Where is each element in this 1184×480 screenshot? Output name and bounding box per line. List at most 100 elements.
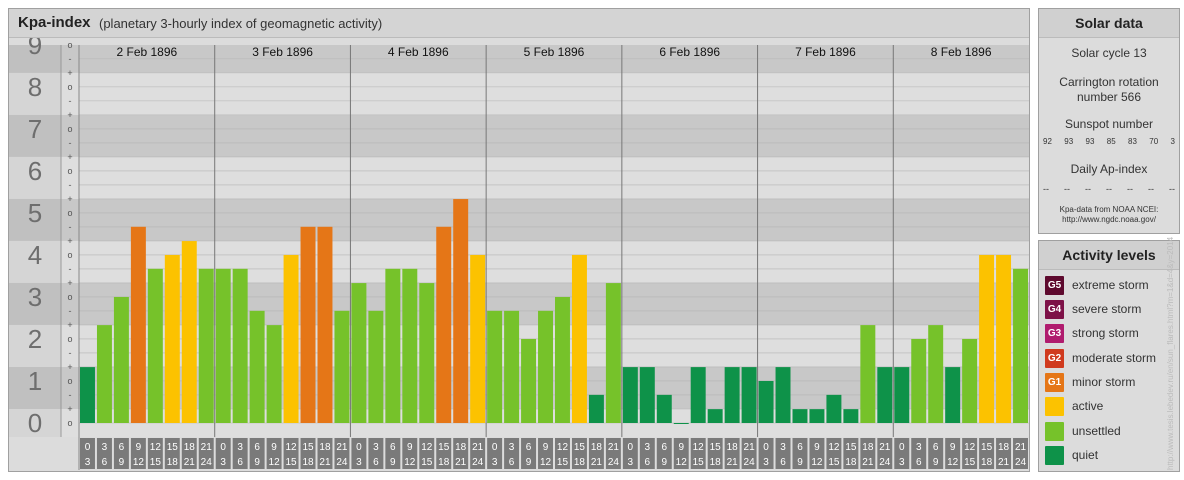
y-minor-tick: + xyxy=(67,362,72,372)
kp-bar xyxy=(622,367,638,423)
interval-start-label: 0 xyxy=(763,442,769,453)
y-minor-tick: - xyxy=(69,306,72,316)
activity-levels-title: Activity levels xyxy=(1039,241,1179,270)
kp-bar xyxy=(588,394,604,423)
legend-item-g3: G3 strong storm xyxy=(1045,323,1139,343)
interval-label-box xyxy=(538,438,553,469)
y-tick-label: 0 xyxy=(28,408,42,438)
sunspot-number-title: Sunspot number xyxy=(1064,117,1154,131)
interval-end-label: 21 xyxy=(727,457,739,468)
kp-bar xyxy=(266,325,282,423)
interval-end-label: 9 xyxy=(119,457,125,468)
interval-start-label: 15 xyxy=(710,442,722,453)
interval-end-label: 12 xyxy=(133,457,145,468)
interval-start-label: 9 xyxy=(407,442,413,453)
interval-start-label: 18 xyxy=(727,442,739,453)
carrington-rotation-label: Carrington rotation xyxy=(1059,75,1159,89)
interval-end-label: 12 xyxy=(676,457,688,468)
kp-bar xyxy=(215,268,231,423)
interval-start-label: 6 xyxy=(119,442,125,453)
y-minor-tick: + xyxy=(67,110,72,120)
kp-bar xyxy=(453,199,469,423)
y-minor-tick: - xyxy=(69,348,72,358)
interval-label-box xyxy=(894,438,910,469)
interval-label-box xyxy=(80,438,95,469)
kp-bar xyxy=(809,409,825,423)
interval-end-label: 6 xyxy=(102,457,108,468)
y-minor-tick: o xyxy=(67,40,72,50)
kp-bar xyxy=(385,268,401,423)
kp-bar xyxy=(894,367,910,423)
kp-bar xyxy=(300,226,316,423)
interval-label-box xyxy=(724,438,740,469)
interval-start-label: 12 xyxy=(964,442,976,453)
interval-end-label: 12 xyxy=(540,457,552,468)
interval-start-label: 18 xyxy=(319,442,331,453)
day-label: 5 Feb 1896 xyxy=(524,45,585,59)
legend-item-quiet: quiet xyxy=(1045,445,1098,465)
chart-title: Kpa-index xyxy=(18,14,91,31)
kp-bar xyxy=(962,338,978,423)
kp-bar xyxy=(979,254,995,423)
interval-end-label: 24 xyxy=(608,457,620,468)
interval-label-box xyxy=(673,438,689,469)
interval-end-label: 18 xyxy=(710,457,722,468)
y-tick-label: 1 xyxy=(28,366,42,396)
interval-end-label: 3 xyxy=(356,457,362,468)
sunspot-value: 93 xyxy=(1085,137,1095,146)
sunspot-value: 70 xyxy=(1149,137,1159,146)
interval-start-label: 12 xyxy=(693,442,705,453)
kp-bar xyxy=(690,367,706,423)
interval-label-box xyxy=(962,438,978,469)
kp-bar xyxy=(571,254,587,423)
interval-end-label: 21 xyxy=(862,457,874,468)
legend-swatch-unsettled xyxy=(1045,421,1064,441)
sunspot-values: 92 93 93 85 83 70 3 xyxy=(1043,137,1175,146)
interval-label-box xyxy=(588,438,604,469)
interval-label-box xyxy=(419,438,435,469)
kp-bar xyxy=(826,394,842,423)
interval-label-box xyxy=(402,438,418,469)
interval-start-label: 12 xyxy=(557,442,569,453)
interval-end-label: 3 xyxy=(899,457,905,468)
ap-value: -- xyxy=(1085,184,1091,194)
interval-label-box xyxy=(758,438,774,469)
interval-label-box xyxy=(843,438,859,469)
interval-start-label: 3 xyxy=(645,442,651,453)
sunspot-value: 92 xyxy=(1043,137,1052,146)
interval-label-box xyxy=(130,438,146,469)
interval-label-box xyxy=(181,438,197,469)
kp-bar xyxy=(673,422,689,424)
interval-start-label: 6 xyxy=(933,442,939,453)
interval-start-label: 6 xyxy=(390,442,396,453)
interval-start-label: 15 xyxy=(167,442,179,453)
kp-bar xyxy=(996,254,1012,423)
sunspot-value: 3 xyxy=(1170,137,1175,146)
interval-label-box xyxy=(622,438,638,469)
kp-bar xyxy=(860,325,876,423)
kp-bar xyxy=(928,325,944,423)
interval-label-box xyxy=(334,438,350,469)
solar-cycle: Solar cycle 13 xyxy=(1071,46,1147,60)
legend-swatch-g5: G5 xyxy=(1045,275,1064,295)
interval-start-label: 12 xyxy=(421,442,433,453)
solar-data-title: Solar data xyxy=(1039,9,1179,38)
kp-bar xyxy=(198,268,214,423)
y-minor-tick: - xyxy=(69,222,72,232)
kp-bar xyxy=(283,254,299,423)
interval-label-box xyxy=(215,438,231,469)
kp-bar xyxy=(351,283,367,423)
legend-label: moderate storm xyxy=(1072,351,1157,365)
chart-title-bar: Kpa-index (planetary 3-hourly index of g… xyxy=(9,9,1029,38)
interval-end-label: 21 xyxy=(591,457,603,468)
interval-start-label: 0 xyxy=(85,442,91,453)
interval-label-box xyxy=(928,438,944,469)
interval-label-box xyxy=(198,438,214,469)
interval-label-box xyxy=(351,438,367,469)
y-tick-label: 8 xyxy=(28,72,42,102)
kp-bar xyxy=(232,268,248,423)
interval-label-box xyxy=(283,438,299,469)
interval-label-box xyxy=(113,438,129,469)
interval-end-label: 12 xyxy=(404,457,416,468)
daily-ap-title: Daily Ap-index xyxy=(1070,162,1148,176)
